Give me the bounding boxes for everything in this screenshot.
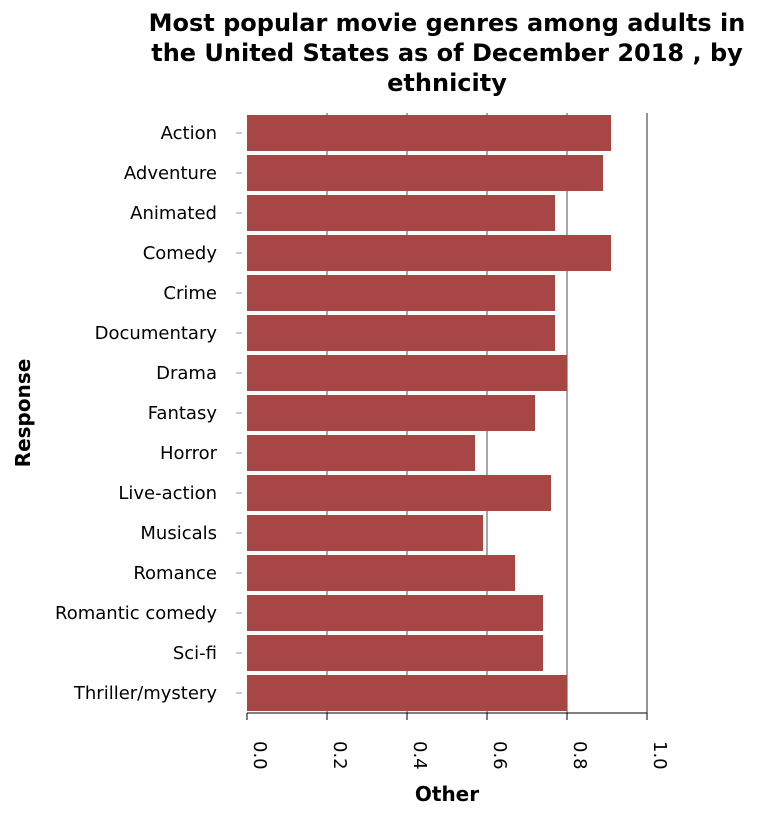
bar: [247, 555, 515, 591]
category-label: Horror: [160, 443, 218, 464]
category-label: Documentary: [95, 323, 218, 344]
category-label: Animated: [130, 203, 217, 224]
bar: [247, 435, 475, 471]
bar: [247, 635, 543, 671]
category-label: Romantic comedy: [55, 603, 217, 624]
bar: [247, 595, 543, 631]
bar: [247, 355, 567, 391]
category-label: Fantasy: [148, 403, 218, 424]
category-label: Adventure: [124, 163, 217, 184]
plot-frame: [247, 113, 648, 714]
bars: [247, 115, 611, 711]
bar: [247, 675, 567, 711]
bar: [247, 395, 535, 431]
bar: [247, 195, 555, 231]
bar: [247, 115, 611, 151]
category-labels: Action Adventure Animated Comedy Crime Docume…: [55, 123, 242, 704]
bar: [247, 515, 483, 551]
chart-title-line-2: the United States as of December 2018 , …: [151, 39, 743, 67]
category-label: Comedy: [143, 243, 218, 264]
category-label: Romance: [133, 563, 217, 584]
y-axis-title: Response: [11, 359, 35, 468]
bar: [247, 475, 551, 511]
x-tick-label: 0.0: [249, 741, 270, 770]
category-label: Thriller/mystery: [73, 683, 217, 704]
x-tick-label: 0.6: [489, 741, 510, 770]
category-label: Crime: [163, 283, 217, 304]
bar: [247, 235, 611, 271]
category-label: Action: [161, 123, 217, 144]
category-label: Musicals: [140, 523, 217, 544]
chart-title-line-1: Most popular movie genres among adults i…: [149, 9, 746, 37]
bar: [247, 275, 555, 311]
chart-title-line-3: ethnicity: [387, 69, 507, 97]
x-tick-label: 0.2: [329, 741, 350, 770]
x-tick-label: 0.4: [409, 741, 430, 770]
x-axis-ticks: 0.0 0.2 0.4 0.6 0.8 1.0: [246, 713, 670, 770]
bar: [247, 155, 603, 191]
x-tick-label: 0.8: [569, 741, 590, 770]
x-tick-label: 1.0: [649, 741, 670, 770]
category-label: Live-action: [118, 483, 217, 504]
category-label: Sci-fi: [173, 643, 217, 664]
category-label: Drama: [156, 363, 217, 384]
x-axis-title: Other: [415, 782, 479, 806]
bar: [247, 315, 555, 351]
chart-title: Most popular movie genres among adults i…: [149, 9, 746, 97]
